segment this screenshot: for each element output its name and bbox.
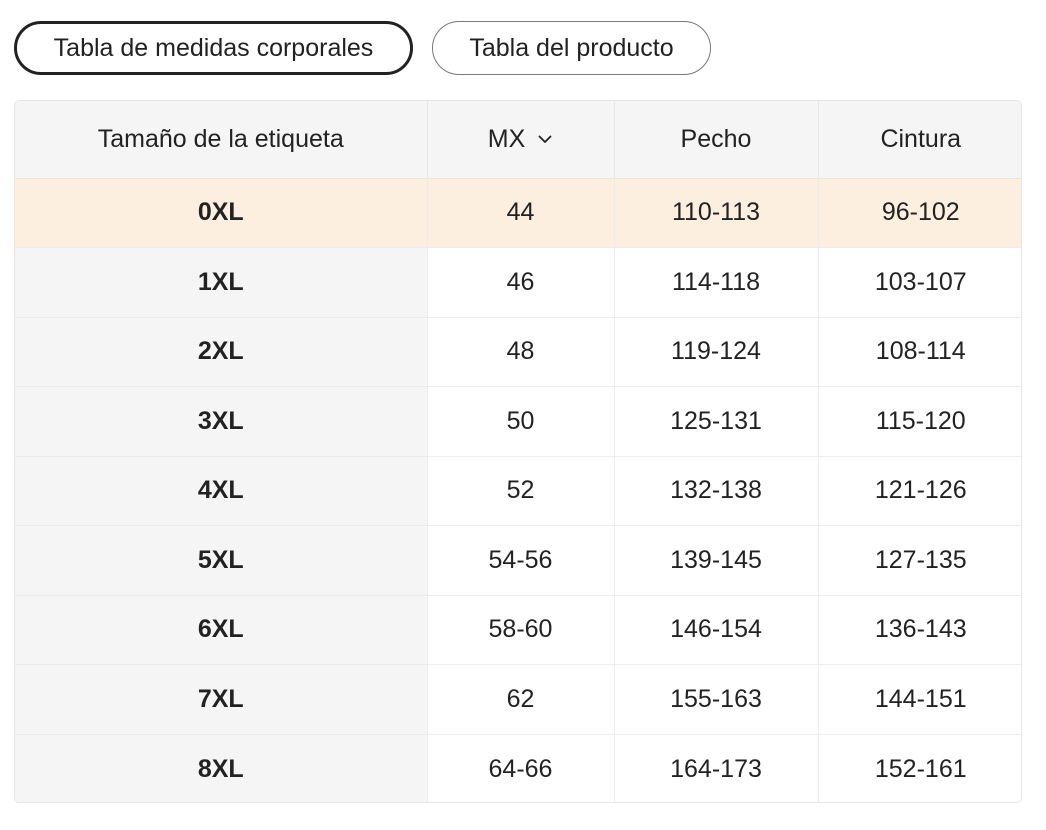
chest-cell: 164-173: [614, 734, 819, 802]
waist-cell: 127-135: [818, 525, 1021, 596]
mx-cell: 44: [427, 178, 615, 248]
waist-cell: 121-126: [818, 456, 1021, 526]
tab-body-measurements[interactable]: Tabla de medidas corporales: [14, 21, 413, 75]
tab-product-measurements[interactable]: Tabla del producto: [432, 21, 711, 75]
mx-cell: 62: [427, 664, 615, 735]
table-row[interactable]: 8XL 64-66 164-173 152-161: [15, 734, 1021, 802]
mx-cell: 64-66: [427, 734, 615, 802]
header-waist: Cintura: [818, 101, 1021, 179]
size-cell: 8XL: [15, 734, 428, 802]
table-row[interactable]: 5XL 54-56 139-145 127-135: [15, 525, 1021, 596]
size-cell: 3XL: [15, 386, 428, 457]
chest-cell: 125-131: [614, 386, 819, 457]
chevron-down-icon[interactable]: [537, 131, 553, 147]
table-row[interactable]: 1XL 46 114-118 103-107: [15, 247, 1021, 318]
chest-cell: 146-154: [614, 595, 819, 665]
chest-cell: 139-145: [614, 525, 819, 596]
chest-cell: 110-113: [614, 178, 819, 248]
size-cell: 1XL: [15, 247, 428, 318]
mx-cell: 54-56: [427, 525, 615, 596]
size-cell: 4XL: [15, 456, 428, 526]
waist-cell: 144-151: [818, 664, 1021, 735]
size-cell: 2XL: [15, 317, 428, 387]
chest-cell: 114-118: [614, 247, 819, 318]
waist-cell: 152-161: [818, 734, 1021, 802]
table-row[interactable]: 4XL 52 132-138 121-126: [15, 456, 1021, 526]
waist-cell: 108-114: [818, 317, 1021, 387]
mx-cell: 52: [427, 456, 615, 526]
mx-cell: 50: [427, 386, 615, 457]
size-chart-table: Tamaño de la etiqueta MX Pecho Cintura 0…: [14, 100, 1022, 803]
header-size: Tamaño de la etiqueta: [15, 101, 428, 179]
region-label: MX: [487, 124, 526, 153]
header-chest: Pecho: [614, 101, 819, 179]
waist-cell: 96-102: [818, 178, 1021, 248]
region-selector[interactable]: MX: [488, 125, 554, 154]
size-cell: 5XL: [15, 525, 428, 596]
table-header-row: Tamaño de la etiqueta MX Pecho Cintura: [15, 101, 1021, 179]
table-row[interactable]: 7XL 62 155-163 144-151: [15, 664, 1021, 735]
chest-cell: 119-124: [614, 317, 819, 387]
table-row[interactable]: 2XL 48 119-124 108-114: [15, 317, 1021, 387]
table-row[interactable]: 6XL 58-60 146-154 136-143: [15, 595, 1021, 665]
size-cell: 7XL: [15, 664, 428, 735]
table-row[interactable]: 3XL 50 125-131 115-120: [15, 386, 1021, 457]
size-cell: 6XL: [15, 595, 428, 665]
mx-cell: 46: [427, 247, 615, 318]
chest-cell: 155-163: [614, 664, 819, 735]
mx-cell: 58-60: [427, 595, 615, 665]
header-region[interactable]: MX: [427, 101, 615, 179]
size-cell: 0XL: [15, 178, 428, 248]
chest-cell: 132-138: [614, 456, 819, 526]
waist-cell: 115-120: [818, 386, 1021, 457]
waist-cell: 136-143: [818, 595, 1021, 665]
mx-cell: 48: [427, 317, 615, 387]
table-row[interactable]: 0XL 44 110-113 96-102: [15, 178, 1021, 248]
waist-cell: 103-107: [818, 247, 1021, 318]
chart-type-tabs: Tabla de medidas corporales Tabla del pr…: [14, 21, 711, 75]
